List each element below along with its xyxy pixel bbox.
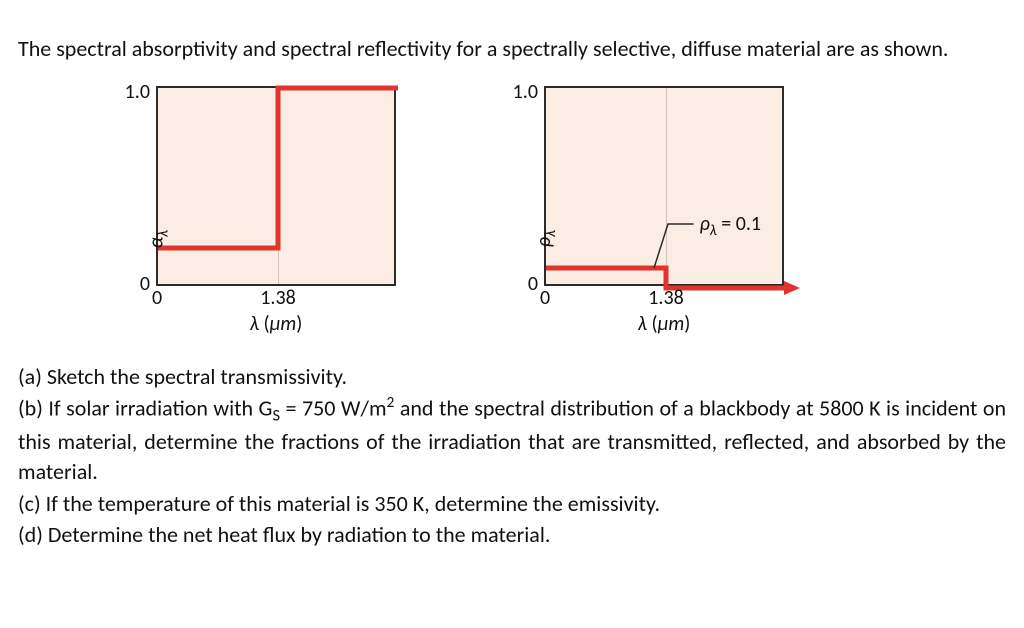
annotation-leader	[654, 224, 694, 268]
x-axis-label: λ (μm)	[638, 284, 691, 336]
xtick-zero: 0	[152, 284, 162, 308]
absorptivity-chart: 1.0001.38λ (μm)αλ	[108, 86, 396, 338]
step-series	[158, 88, 398, 248]
question-b: (b) If solar irradiation with GS = 750 W…	[18, 393, 1006, 486]
plot-area: 1.0001.38λ (μm)αλ	[156, 86, 396, 286]
series-arrowhead	[784, 281, 800, 295]
question-a: (a) Sketch the spectral transmissivity.	[18, 362, 1006, 392]
question-d: (d) Determine the net heat flux by radia…	[18, 520, 1006, 550]
series-svg	[546, 88, 786, 288]
xtick-zero: 0	[540, 284, 550, 308]
x-axis-label: λ (μm)	[250, 284, 303, 336]
reflectivity-chart: ρλ = 0.11.0001.38λ (μm)ρλ	[496, 86, 784, 338]
ytick-max: 1.0	[125, 82, 158, 102]
question-c: (c) If the temperature of this material …	[18, 489, 1006, 519]
questions-block: (a) Sketch the spectral transmissivity. …	[18, 362, 1006, 550]
y-axis-label: ρλ	[532, 186, 560, 247]
y-axis-label: αλ	[144, 186, 172, 248]
plot-area: ρλ = 0.11.0001.38λ (μm)ρλ	[544, 86, 784, 286]
intro-text: The spectral absorptivity and spectral r…	[18, 34, 1006, 64]
series-svg	[158, 88, 398, 288]
ytick-max: 1.0	[513, 82, 546, 102]
charts-row: 1.0001.38λ (μm)αλ ρλ = 0.11.0001.38λ (μm…	[108, 86, 1006, 338]
